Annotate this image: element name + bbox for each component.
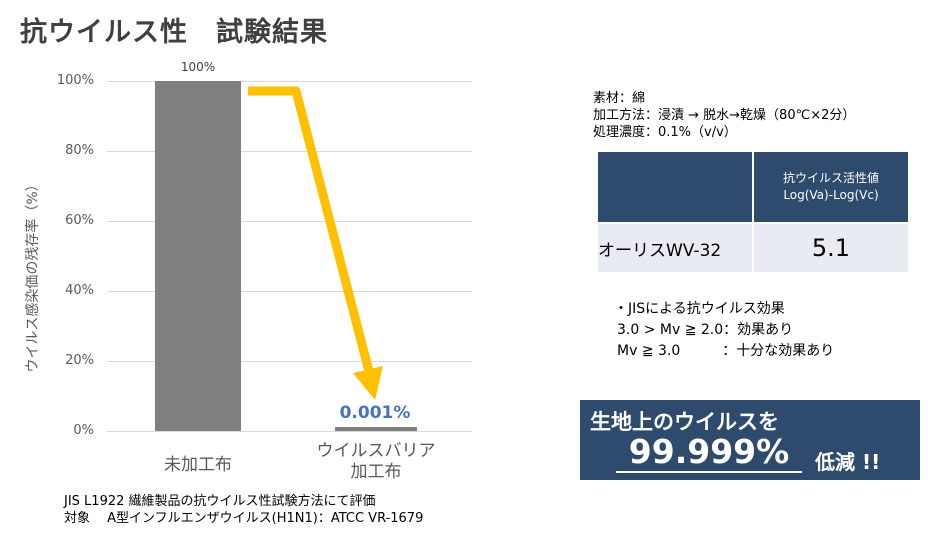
results-table: 抗ウイルス活性値 Log(Va)-Log(Vc) オーリスWV-32 5.1	[596, 150, 910, 274]
x-category-untreated: 未加工布	[164, 455, 232, 475]
x-category-treated-line2: 加工布	[350, 462, 402, 482]
x-axis-line	[107, 431, 472, 432]
product-name-cell: オーリスWV-32	[596, 222, 754, 274]
test-method-note: JIS L1922 繊維製品の抗ウイルス性試験方法にて評価	[64, 494, 376, 509]
gridline	[107, 291, 472, 292]
target-virus-note: 対象 A型インフルエンザウイルス(H1N1)：ATCC VR-1679	[64, 511, 424, 526]
table-header-row: 抗ウイルス活性値 Log(Va)-Log(Vc)	[596, 150, 910, 224]
banner-percentage: 99.999%	[616, 433, 802, 473]
concentration-text: 処理濃度：0.1%（v/v）	[593, 125, 737, 140]
y-tick-20: 20%	[65, 353, 94, 368]
arrow-icon	[248, 86, 383, 400]
jis-heading: ・JISによる抗ウイルス効果	[614, 301, 785, 317]
material-text: 素材：綿	[593, 91, 646, 106]
y-tick-80: 80%	[65, 143, 94, 158]
gridline	[107, 221, 472, 222]
result-banner: 生地上のウイルスを 99.999% 低減 !!	[580, 400, 920, 480]
banner-line1: 生地上のウイルスを	[590, 410, 779, 434]
table-header-empty	[596, 150, 754, 224]
x-category-treated-line1: ウイルスバリア	[316, 441, 436, 461]
page-title: 抗ウイルス性 試験結果	[20, 17, 328, 48]
bar-data-label-treated: 0.001%	[339, 403, 411, 423]
table-header-activity: 抗ウイルス活性値 Log(Va)-Log(Vc)	[752, 150, 910, 224]
banner-suffix: 低減 !!	[815, 450, 881, 474]
process-text: 加工方法：浸漬 → 脱水→乾燥（80℃×2分）	[593, 108, 856, 123]
gridline	[107, 151, 472, 152]
jis-criterion-sufficient: Mv ≧ 3.0 ：十分な効果あり	[617, 343, 835, 359]
y-tick-40: 40%	[65, 283, 94, 298]
jis-criterion-effective: 3.0 > Mv ≧ 2.0：効果あり	[617, 322, 794, 338]
table-row: オーリスWV-32 5.1	[596, 222, 910, 274]
bar-data-label-untreated: 100%	[180, 60, 216, 74]
gridline	[107, 361, 472, 362]
bar-treated	[335, 427, 417, 431]
y-tick-100: 100%	[56, 73, 94, 88]
header-activity-formula: Log(Va)-Log(Vc)	[783, 188, 879, 202]
x-category-treated: ウイルスバリア 加工布	[306, 441, 446, 483]
y-tick-60: 60%	[65, 213, 94, 228]
y-tick-0: 0%	[73, 423, 94, 438]
bar-untreated	[155, 81, 241, 431]
activity-value-cell: 5.1	[752, 222, 910, 274]
header-activity-label: 抗ウイルス活性値	[782, 171, 879, 185]
gridline	[107, 81, 472, 82]
